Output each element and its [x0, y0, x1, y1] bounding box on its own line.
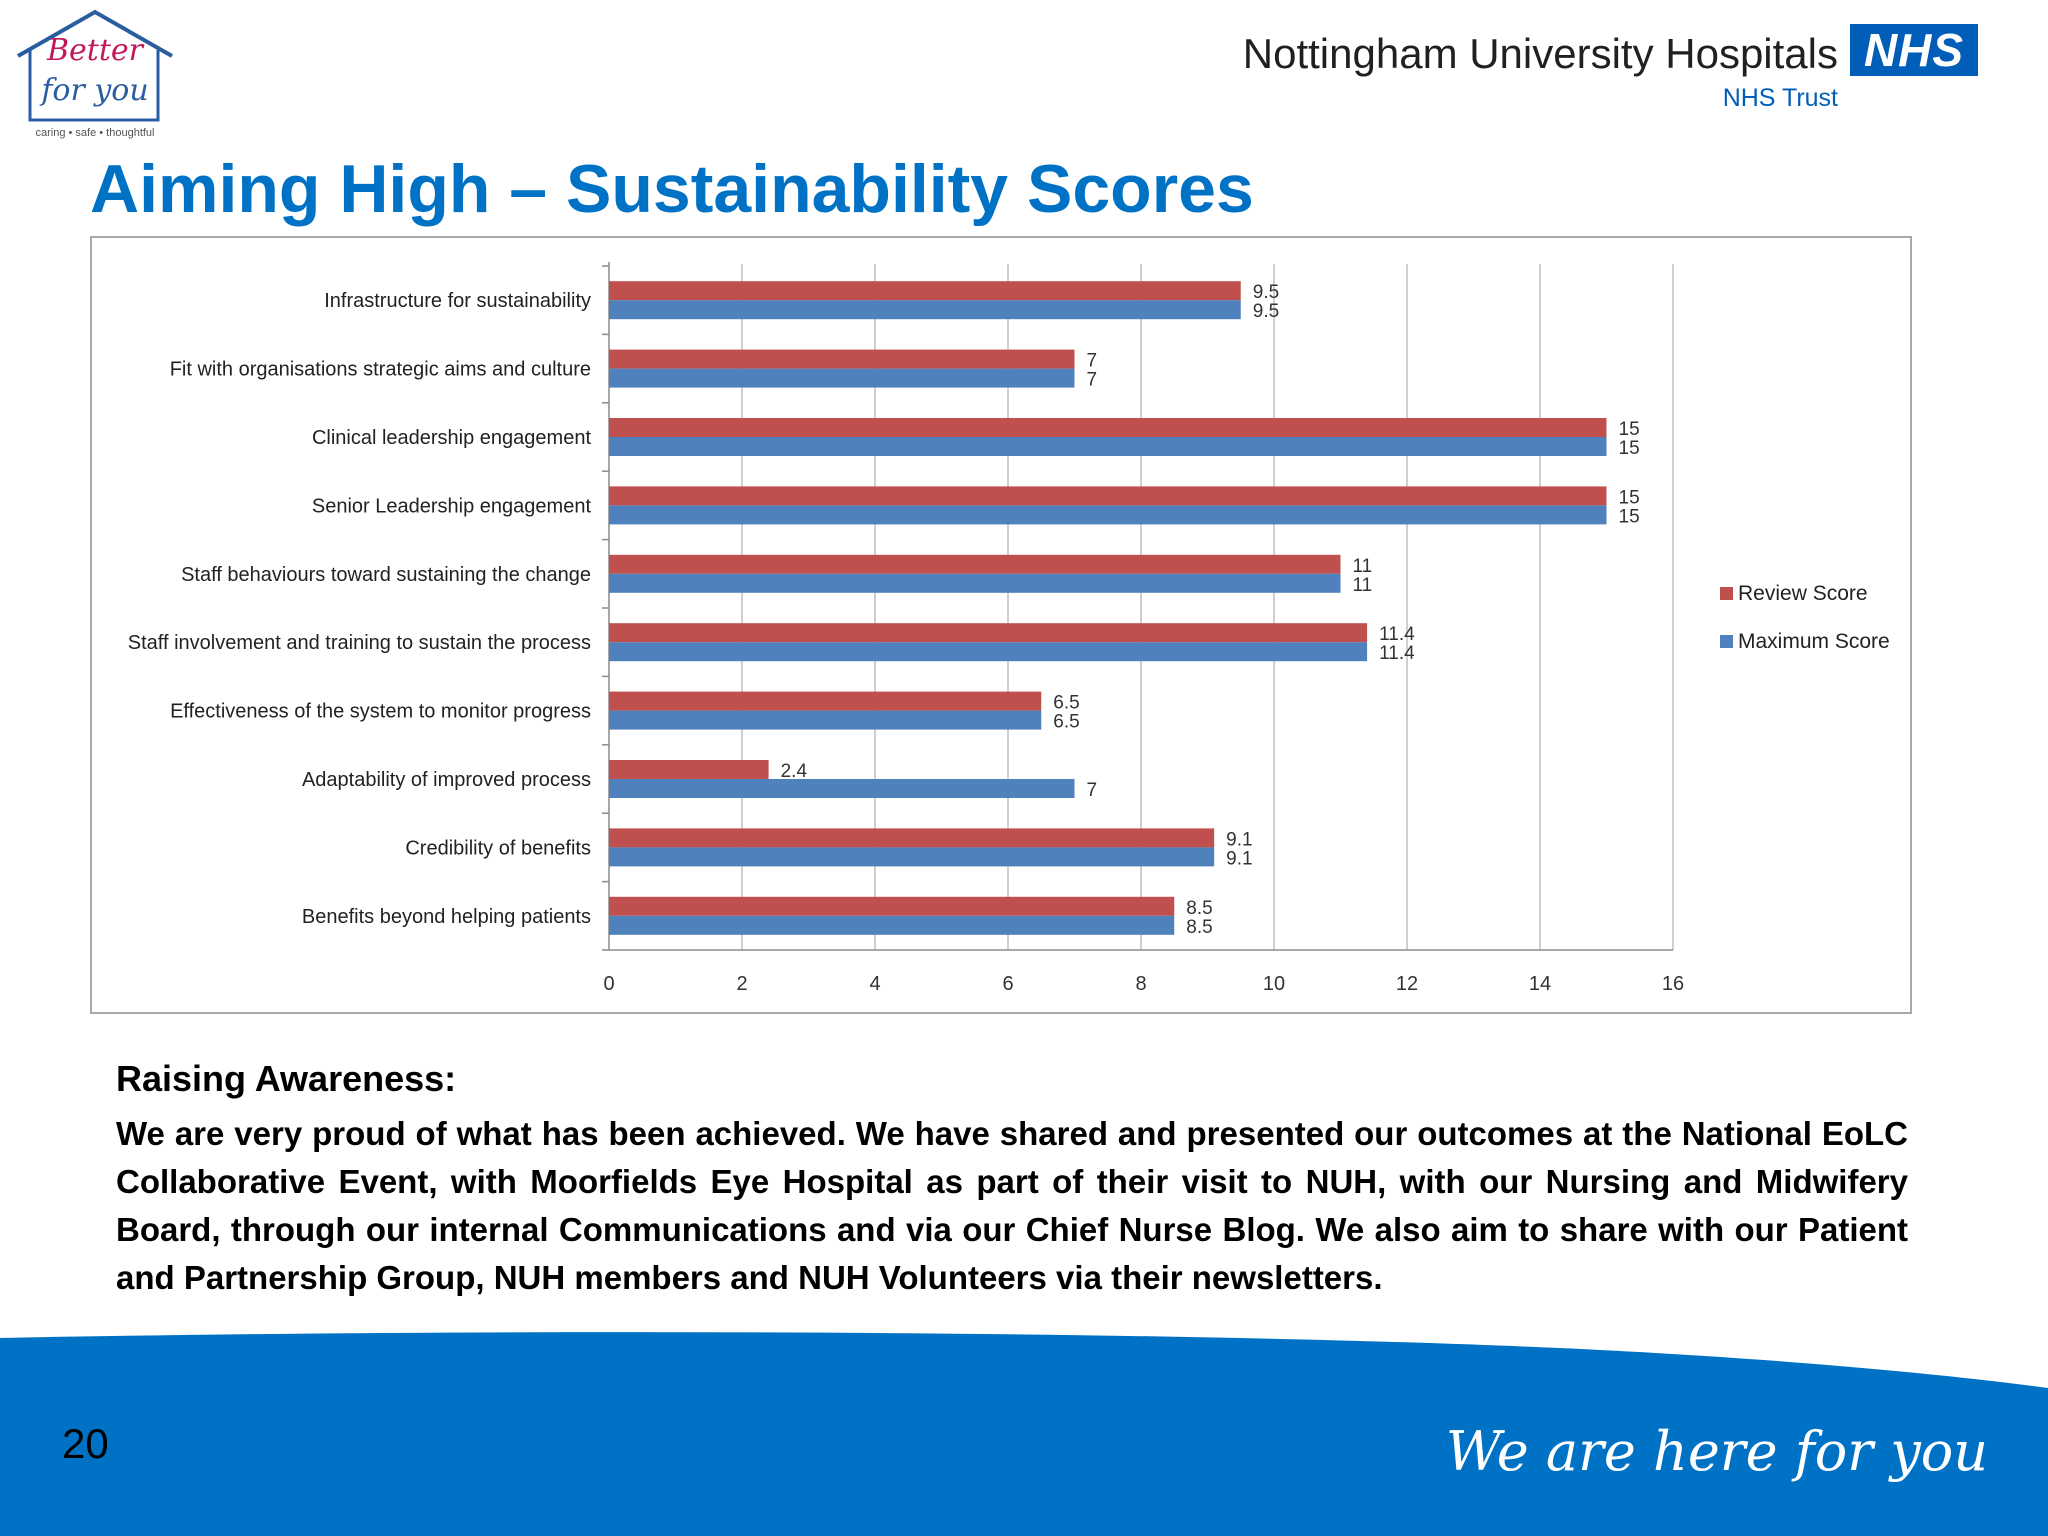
category-label: Staff involvement and training to sustai…: [128, 632, 591, 654]
footer-wave: [0, 1332, 2048, 1536]
better-for-you-logo: Better for you caring • safe • thoughtfu…: [10, 8, 180, 143]
x-tick-label: 0: [603, 973, 614, 995]
x-tick-label: 16: [1662, 973, 1684, 995]
bar: [609, 505, 1607, 525]
nhs-org-block: Nottingham University Hospitals NHS NHS …: [1078, 24, 1978, 124]
bar: [609, 828, 1215, 848]
bar: [609, 642, 1368, 662]
bar: [609, 368, 1075, 388]
bar: [609, 779, 1075, 798]
data-label: 6.5: [1053, 712, 1079, 733]
legend-swatch: [1720, 635, 1733, 648]
data-label: 9.1: [1226, 829, 1252, 850]
awareness-heading: Raising Awareness:: [116, 1058, 457, 1099]
x-tick-label: 14: [1529, 973, 1551, 995]
bar: [609, 760, 769, 779]
bar: [609, 349, 1075, 369]
x-tick-label: 8: [1135, 973, 1146, 995]
footer-band: [0, 1320, 2048, 1536]
data-label: 9.5: [1253, 282, 1279, 303]
data-label: 6.5: [1053, 693, 1079, 714]
bar: [609, 418, 1607, 437]
x-tick-label: 2: [736, 973, 747, 995]
bar: [609, 710, 1042, 730]
category-label: Fit with organisations strategic aims an…: [170, 359, 591, 381]
x-tick-label: 10: [1263, 973, 1285, 995]
data-label: 7: [1087, 351, 1098, 372]
data-label: 11: [1353, 556, 1373, 577]
data-label: 11.4: [1379, 624, 1415, 645]
category-label: Clinical leadership engagement: [312, 427, 592, 449]
data-label: 9.1: [1226, 848, 1252, 869]
legend-label: Maximum Score: [1738, 630, 1890, 653]
data-label: 11.4: [1379, 643, 1415, 664]
data-label: 8.5: [1186, 917, 1212, 938]
bar: [609, 281, 1241, 301]
footer-tagline: We are here for you: [1445, 1420, 1988, 1483]
slide-title: Aiming High – Sustainability Scores: [90, 151, 1254, 227]
x-tick-label: 12: [1396, 973, 1418, 995]
org-trust: NHS Trust: [1722, 84, 1838, 112]
chart-frame: 0 2 4 6 8 10 12 14 16 Infrastructure for sustaina…: [90, 236, 1912, 1014]
nhs-badge: NHS: [1850, 24, 1978, 76]
logo-line1: Better: [46, 33, 145, 68]
category-label: Staff behaviours toward sustaining the c…: [181, 564, 591, 586]
bar: [609, 896, 1175, 916]
category-label: Effectiveness of the system to monitor p…: [170, 701, 591, 723]
bar: [609, 300, 1241, 320]
org-name: Nottingham University Hospitals: [1242, 30, 1838, 77]
bar: [609, 623, 1368, 643]
logo-strapline: caring • safe • thoughtful: [36, 127, 155, 139]
awareness-section: Raising Awareness: We are very proud of …: [116, 1058, 1908, 1302]
bar: [609, 691, 1042, 711]
bar: [609, 915, 1175, 935]
data-label: 2.4: [781, 761, 808, 782]
category-label: Credibility of benefits: [405, 837, 591, 859]
bar: [609, 437, 1607, 456]
legend-label: Review Score: [1738, 582, 1868, 605]
data-label: 15: [1619, 438, 1640, 459]
house-logo-icon: Better for you caring • safe • thoughtfu…: [17, 9, 173, 139]
category-label: Benefits beyond helping patients: [302, 906, 591, 928]
category-label: Senior Leadership engagement: [312, 495, 592, 517]
page-number: 20: [62, 1420, 109, 1467]
bar: [609, 573, 1341, 593]
category-label: Adaptability of improved process: [302, 769, 591, 791]
data-label: 7: [1087, 780, 1098, 801]
category-label: Infrastructure for sustainability: [324, 290, 591, 312]
data-label: 11: [1353, 575, 1373, 596]
data-label: 9.5: [1253, 301, 1279, 322]
x-tick-label: 6: [1002, 973, 1013, 995]
data-label: 15: [1619, 419, 1640, 440]
bar-chart: 0 2 4 6 8 10 12 14 16 Infrastructure for sustaina…: [128, 262, 1890, 995]
bar: [609, 847, 1215, 867]
data-label: 7: [1087, 370, 1098, 391]
data-label: 8.5: [1186, 898, 1212, 919]
bar: [609, 554, 1341, 574]
legend-swatch: [1720, 587, 1733, 600]
logo-line2: for you: [39, 73, 148, 108]
data-label: 15: [1619, 487, 1640, 508]
x-tick-label: 4: [869, 973, 880, 995]
awareness-body: We are very proud of what has been achie…: [116, 1115, 1908, 1296]
data-label: 15: [1619, 506, 1640, 527]
bar: [609, 486, 1607, 506]
